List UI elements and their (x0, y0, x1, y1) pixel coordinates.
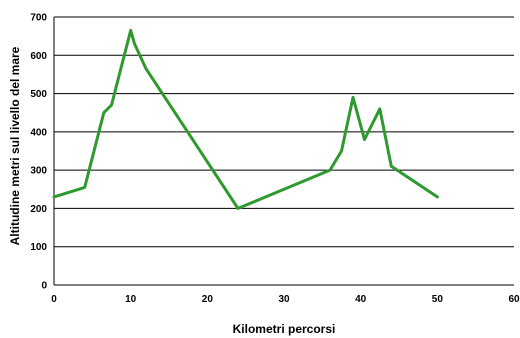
y-tick-labels: 0 100 200 300 400 500 600 700 (30, 13, 47, 292)
y-tick-label: 400 (30, 127, 47, 138)
x-axis-title: Kilometri percorsi (233, 322, 336, 336)
x-tick-label: 20 (202, 294, 214, 305)
gridlines (54, 16, 514, 248)
x-tick-label: 60 (508, 294, 520, 305)
y-tick-label: 0 (41, 281, 47, 292)
y-tick-label: 600 (30, 51, 47, 62)
y-axis-title: Altitudine metri sul livello del mare (8, 46, 22, 245)
x-tick-label: 10 (125, 294, 137, 305)
y-tick-label: 200 (30, 204, 47, 215)
series-line (52, 28, 439, 210)
x-tick-label: 40 (355, 294, 367, 305)
y-tick-label: 700 (30, 13, 47, 24)
y-tick-label: 500 (30, 89, 47, 100)
x-tick-label: 50 (432, 294, 444, 305)
y-tick-label: 100 (30, 242, 47, 253)
x-tick-label: 30 (278, 294, 290, 305)
y-tick-label: 300 (30, 166, 47, 177)
x-tick-label: 0 (51, 294, 57, 305)
x-tick-labels: 0 10 20 30 40 50 60 (51, 294, 520, 305)
